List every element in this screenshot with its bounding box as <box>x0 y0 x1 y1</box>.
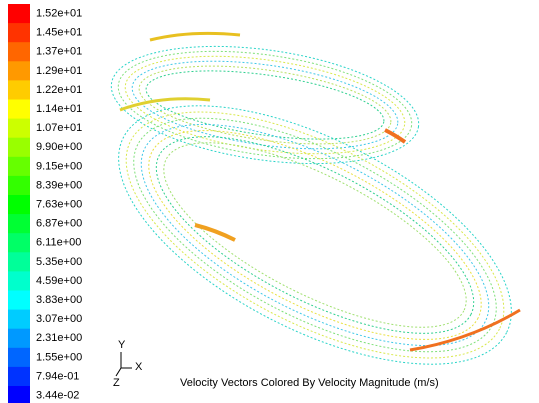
legend-label: 8.39e+00 <box>36 179 82 191</box>
legend-label: 3.07e+00 <box>36 313 82 325</box>
color-swatch <box>8 195 30 215</box>
legend-label: 1.52e+01 <box>36 7 82 19</box>
flow-visualization <box>110 31 521 365</box>
legend-label: 7.63e+00 <box>36 198 82 210</box>
color-swatch <box>8 328 30 349</box>
legend-label: 3.83e+00 <box>36 294 82 306</box>
color-swatch <box>8 386 30 403</box>
color-swatch <box>8 61 30 81</box>
legend-label: 1.45e+01 <box>36 27 82 39</box>
color-swatch <box>8 347 30 368</box>
legend-label: 5.35e+00 <box>36 256 82 268</box>
color-swatch <box>8 156 30 177</box>
legend-label: 9.90e+00 <box>36 141 82 153</box>
color-swatch <box>8 118 30 139</box>
legend-label: 4.59e+00 <box>36 275 82 287</box>
color-swatch <box>8 42 30 62</box>
color-swatch <box>8 309 30 330</box>
legend-label: 1.29e+01 <box>36 65 82 77</box>
color-swatch <box>8 290 30 311</box>
color-swatch <box>8 252 30 272</box>
legend-label: 1.07e+01 <box>36 122 82 134</box>
color-swatch <box>8 175 30 196</box>
legend-label: 6.11e+00 <box>36 237 81 249</box>
color-swatch <box>8 366 30 387</box>
color-swatch <box>8 23 30 43</box>
legend-label: 1.55e+00 <box>36 351 82 363</box>
color-swatch <box>8 80 30 100</box>
color-swatch <box>8 214 30 234</box>
legend-label: 6.87e+00 <box>36 218 82 230</box>
legend-label: 1.14e+01 <box>36 103 82 115</box>
color-swatch <box>8 233 30 253</box>
legend-label: 7.94e-01 <box>36 370 79 382</box>
axis-label-x: X <box>135 361 143 373</box>
color-swatch <box>8 99 30 120</box>
legend-label: 2.31e+00 <box>36 332 82 344</box>
color-legend: 1.52e+01 1.45e+01 1.37e+01 1.29e+01 1.22e+01… <box>8 4 82 403</box>
legend-label: 3.44e-02 <box>36 389 79 401</box>
color-swatch <box>8 137 30 158</box>
caption: Velocity Vectors Colored By Velocity Mag… <box>180 377 439 389</box>
legend-label: 1.37e+01 <box>36 46 82 58</box>
axis-label-y: Y <box>118 339 126 351</box>
color-swatch <box>8 4 30 24</box>
color-swatch <box>8 271 30 291</box>
axis-label-z: Z <box>113 377 120 389</box>
legend-label: 1.22e+01 <box>36 84 82 96</box>
axis-triad: Y X Z <box>113 339 143 389</box>
legend-label: 9.15e+00 <box>36 160 82 172</box>
